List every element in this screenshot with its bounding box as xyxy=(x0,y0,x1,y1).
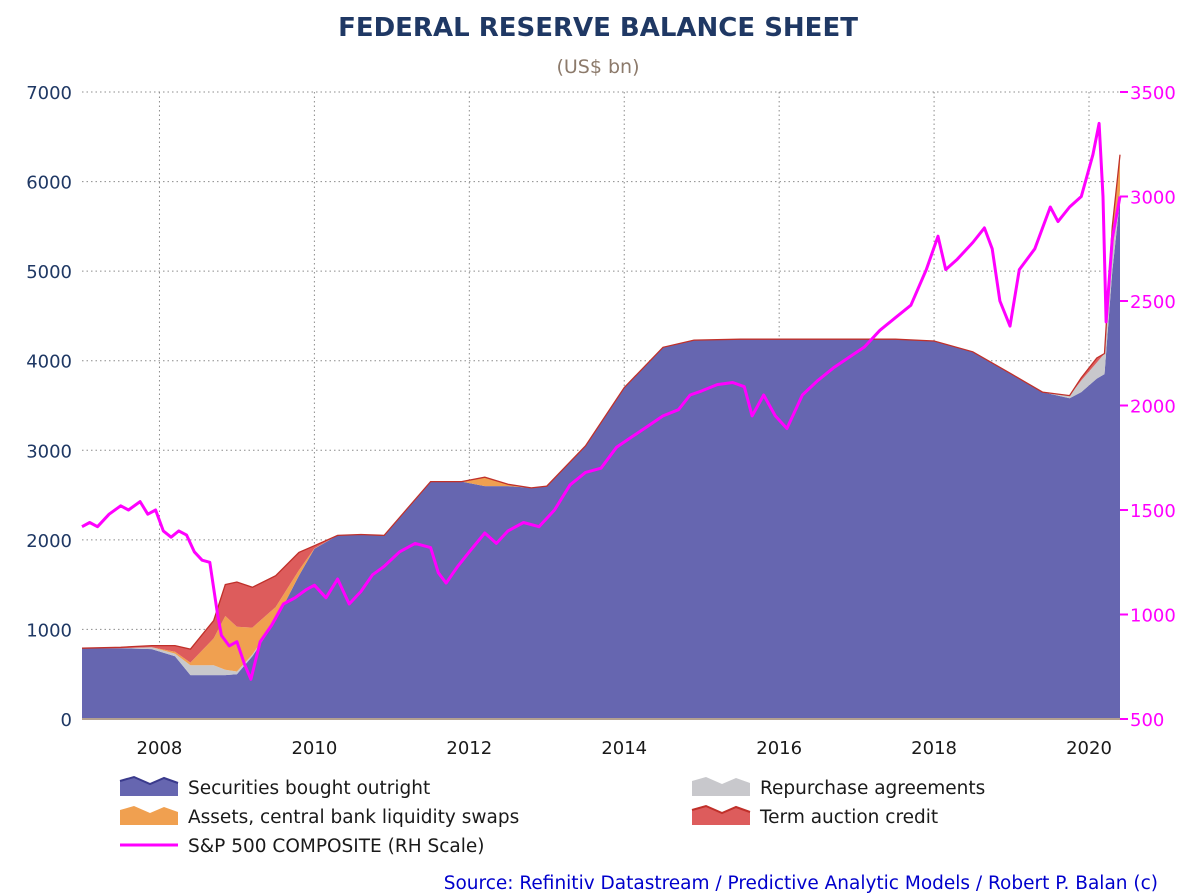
x-axis-tick-label: 2012 xyxy=(446,738,492,759)
legend-swatch xyxy=(692,806,750,825)
axes: 0 1000 2000 3000 4000 5000 6000 7000 500 1000 1500… xyxy=(26,83,1176,759)
legend: Securities bought outright Repurchase agr… xyxy=(119,775,985,857)
series-lines xyxy=(81,121,1122,681)
left-axis-tick-label: 1000 xyxy=(26,620,72,641)
x-axis-tick-label: 2010 xyxy=(291,738,337,759)
left-axis-tick-label: 2000 xyxy=(26,531,72,552)
right-axis-tick-label: 2500 xyxy=(1130,292,1176,313)
legend-label: Assets, central bank liquidity swaps xyxy=(188,807,519,828)
source-note: Source: Refinitiv Datastream / Predictiv… xyxy=(444,873,1158,894)
legend-item-sp500: S&P 500 COMPOSITE (RH Scale) xyxy=(120,836,484,857)
right-axis-tick-label: 1000 xyxy=(1130,606,1176,627)
x-axis-tick-label: 2020 xyxy=(1066,738,1112,759)
chart-title: FEDERAL RESERVE BALANCE SHEET xyxy=(338,13,858,43)
left-axis-tick-label: 6000 xyxy=(26,173,72,194)
left-axis-tick-label: 7000 xyxy=(26,83,72,104)
x-axis-tick-label: 2016 xyxy=(756,738,802,759)
legend-swatch-edge xyxy=(119,775,179,786)
legend-item-tac: Term auction credit xyxy=(691,804,938,828)
sp500-line xyxy=(81,121,1122,681)
x-axis-tick-label: 2008 xyxy=(137,738,183,759)
left-axis-tick-label: 5000 xyxy=(26,262,72,283)
legend-swatch xyxy=(692,777,750,796)
legend-label: Securities bought outright xyxy=(188,778,430,799)
legend-label: Term auction credit xyxy=(759,807,938,828)
legend-swatch xyxy=(120,777,178,796)
right-axis-tick-label: 3500 xyxy=(1130,83,1176,104)
legend-label: Repurchase agreements xyxy=(760,778,985,799)
left-axis-tick-label: 0 xyxy=(61,710,72,731)
legend-label: S&P 500 COMPOSITE (RH Scale) xyxy=(188,836,484,857)
stack-top-edge xyxy=(81,154,1121,650)
legend-swatch-edge xyxy=(691,804,751,815)
legend-item-repo: Repurchase agreements xyxy=(692,777,985,799)
chart-subtitle: (US$ bn) xyxy=(556,56,639,78)
legend-item-swaps: Assets, central bank liquidity swaps xyxy=(120,806,519,828)
right-axis-tick-label: 3000 xyxy=(1130,188,1176,209)
legend-item-securities: Securities bought outright xyxy=(119,775,430,799)
right-axis-tick-label: 500 xyxy=(1130,710,1164,731)
legend-swatch xyxy=(120,806,178,825)
x-axis-tick-label: 2014 xyxy=(601,738,647,759)
x-axis-tick-label: 2018 xyxy=(911,738,957,759)
right-axis-tick-label: 1500 xyxy=(1130,501,1176,522)
stacked-areas xyxy=(81,154,1121,719)
left-axis-tick-label: 4000 xyxy=(26,352,72,373)
left-axis-tick-label: 3000 xyxy=(26,441,72,462)
right-axis-tick-label: 2000 xyxy=(1130,397,1176,418)
